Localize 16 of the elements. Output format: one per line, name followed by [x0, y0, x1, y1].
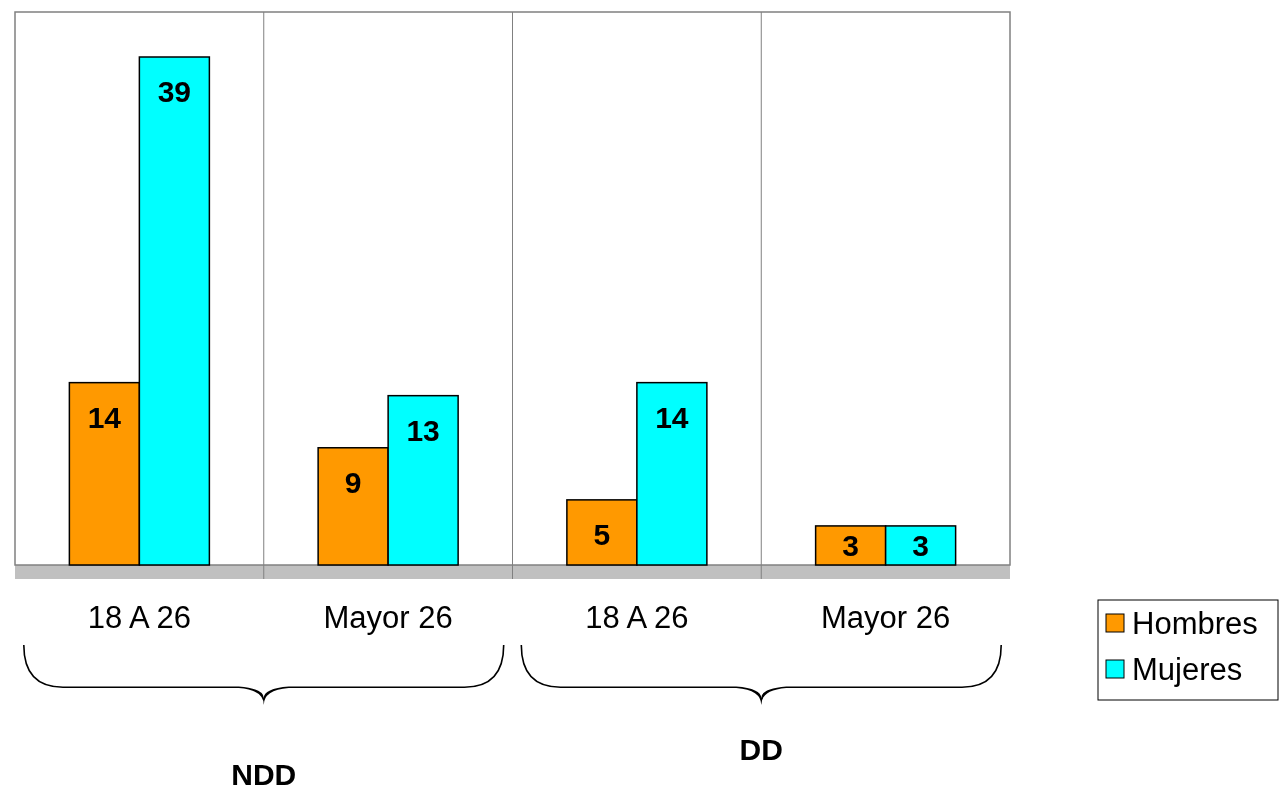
- data-label: 14: [655, 400, 689, 434]
- data-label: 3: [842, 529, 859, 563]
- text: NDD: [231, 758, 297, 791]
- text: DD: [739, 733, 783, 766]
- data-label: 39: [157, 75, 192, 108]
- data-label: 5: [593, 517, 611, 551]
- data-label: 9: [344, 465, 362, 499]
- data-label: 14: [87, 400, 122, 434]
- data-label: 13: [406, 413, 440, 447]
- data-label: 3: [912, 529, 929, 563]
- x-tick-label: Mayor 26: [821, 600, 951, 635]
- x-tick-label: Mayor 26: [323, 600, 453, 635]
- x-tick-label: 18 A 26: [585, 600, 689, 635]
- legend-label: Hombres: [1132, 606, 1258, 641]
- x-tick-label: 18 A 26: [87, 600, 192, 635]
- legend-label: Mujeres: [1132, 652, 1243, 687]
